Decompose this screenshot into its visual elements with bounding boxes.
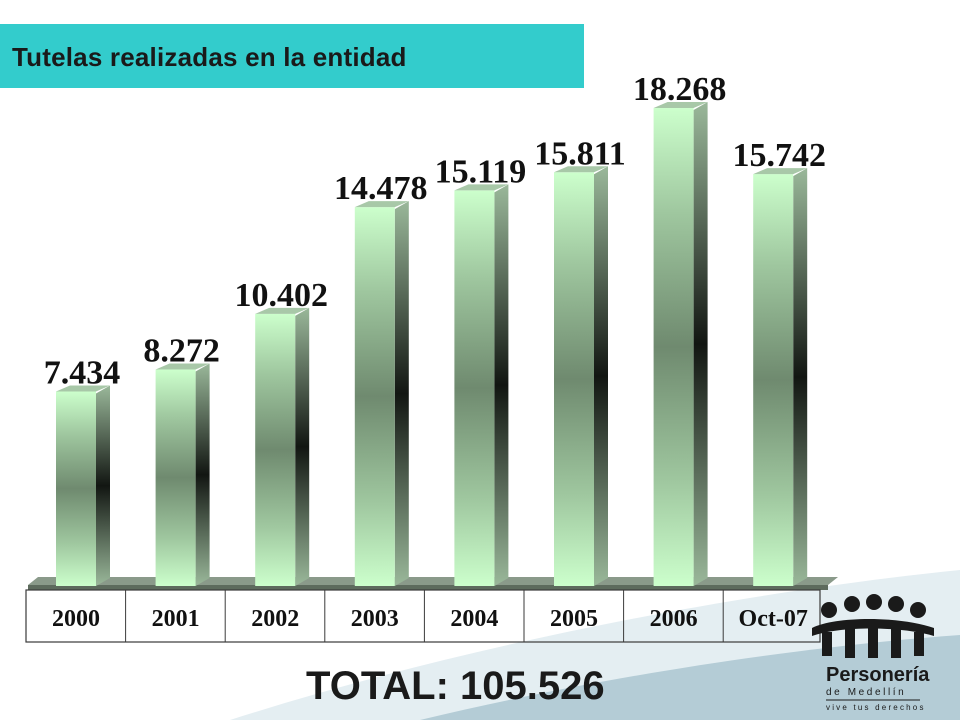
logo-wordmark: Personería (826, 664, 930, 686)
category-labels-group: 2000 2001 2002 2003 2004 2005 2006 Oct-07 (52, 606, 808, 632)
bar-front (454, 190, 495, 586)
bar-2006 (653, 102, 708, 586)
bar-front (653, 108, 694, 586)
category-label-2001: 2001 (152, 606, 200, 632)
chart-floor-top (28, 577, 838, 585)
value-label-2001: 8.272 (143, 333, 220, 370)
bar-top (56, 385, 110, 392)
bar-top (753, 168, 808, 175)
category-label-Oct-07: Oct-07 (739, 606, 808, 632)
category-label-2002: 2002 (251, 606, 299, 632)
bar-2004 (454, 184, 509, 586)
bar-front (56, 391, 96, 586)
bar-front (753, 174, 794, 586)
logo-subtitle: de Medellín (826, 687, 907, 698)
bar-front (554, 172, 594, 586)
category-label-2000: 2000 (52, 606, 100, 632)
bar-front (255, 313, 296, 586)
value-label-2002: 10.402 (234, 277, 328, 314)
bar-side (693, 102, 708, 586)
bar-top (255, 307, 310, 314)
category-label-2003: 2003 (351, 606, 399, 632)
value-label-2006: 18.268 (633, 71, 727, 108)
bg-band-mid (420, 635, 960, 720)
bar-top (653, 102, 708, 108)
bar-side (793, 168, 808, 586)
bar-side (594, 166, 608, 586)
value-label-2004: 15.119 (435, 153, 527, 190)
bar-side (394, 201, 409, 586)
bar-side (195, 363, 210, 586)
value-label-Oct-07: 15.742 (732, 137, 826, 174)
chart-floor-front (28, 585, 828, 590)
value-label-2000: 7.434 (44, 354, 121, 391)
bar-2001 (155, 363, 210, 586)
bar-top (354, 201, 409, 208)
category-label-2005: 2005 (550, 606, 598, 632)
bar-Oct-07 (753, 168, 808, 586)
category-label-2006: 2006 (650, 606, 698, 632)
bar-2000 (56, 385, 110, 586)
bar-top (454, 184, 509, 191)
value-labels-group: 7.434 8.272 10.402 14.478 15.119 15.81118.268… (44, 71, 826, 391)
logo-tagline: vive tus derechos (826, 703, 926, 712)
title-banner (0, 24, 584, 88)
total-label: TOTAL: 105.526 (306, 664, 605, 708)
bar-top (155, 363, 210, 370)
bar-front (155, 369, 196, 586)
value-label-2005: 15.811 (534, 135, 626, 172)
bar-2002 (255, 307, 310, 586)
slide-title: Tutelas realizadas en la entidad (12, 42, 407, 72)
bar-2003 (354, 201, 409, 586)
logo-icon (812, 594, 934, 658)
bar-top (554, 166, 608, 173)
bar-side (494, 184, 509, 586)
category-axis-dividers (125, 590, 724, 642)
bars-group (56, 102, 808, 586)
value-label-2003: 14.478 (334, 170, 428, 207)
category-axis-box (25, 589, 821, 643)
category-label-2004: 2004 (450, 606, 498, 632)
bar-2005 (554, 166, 608, 586)
bar-side (96, 385, 110, 586)
bar-front (354, 207, 395, 586)
bar-side (295, 307, 310, 586)
